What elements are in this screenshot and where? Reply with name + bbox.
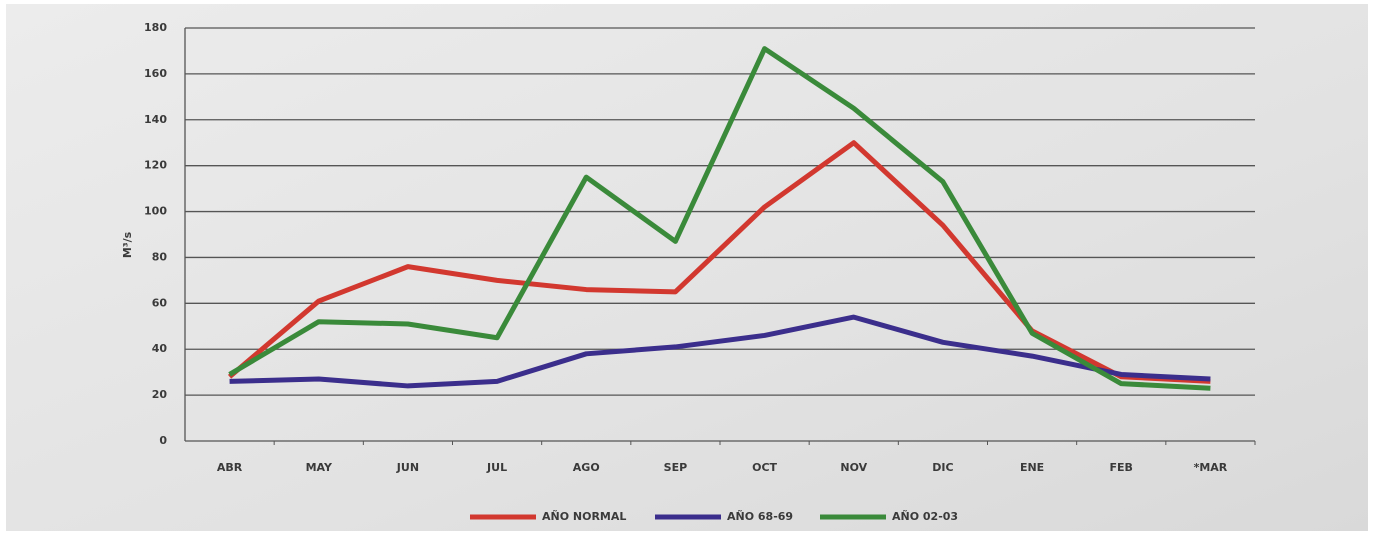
y-tick-label: 140 xyxy=(144,113,167,126)
legend-label: AÑO 68-69 xyxy=(727,510,793,523)
y-tick-label: 80 xyxy=(152,250,168,263)
x-tick-label: FEB xyxy=(1110,461,1133,474)
data-line xyxy=(228,46,1211,391)
x-tick-label: OCT xyxy=(752,461,777,474)
x-tick-label: JUN xyxy=(396,461,419,474)
y-tick-label: 120 xyxy=(144,159,167,172)
y-tick-label: 60 xyxy=(152,296,168,309)
x-tick-label: SEP xyxy=(664,461,688,474)
x-tick-label: ABR xyxy=(217,461,243,474)
chart-background xyxy=(6,4,1368,531)
y-tick-label: 20 xyxy=(152,388,168,401)
x-tick-label: JUL xyxy=(486,461,507,474)
legend-label: AÑO 02-03 xyxy=(892,510,958,523)
data-line xyxy=(229,314,1211,389)
legend-label: AÑO NORMAL xyxy=(542,510,626,523)
y-tick-label: 180 xyxy=(144,21,167,34)
y-axis-label: M³/s xyxy=(121,231,134,258)
x-tick-label: MAY xyxy=(306,461,333,474)
x-tick-label: NOV xyxy=(840,461,867,474)
y-tick-label: 100 xyxy=(144,205,167,218)
y-tick-label: 40 xyxy=(152,342,168,355)
y-tick-label: 0 xyxy=(159,434,167,447)
x-tick-label: DIC xyxy=(932,461,953,474)
x-tick-label: *MAR xyxy=(1194,461,1228,474)
y-tick-label: 160 xyxy=(144,67,167,80)
x-tick-label: ENE xyxy=(1020,461,1044,474)
data-line xyxy=(227,140,1211,384)
x-tick-label: AGO xyxy=(573,461,600,474)
